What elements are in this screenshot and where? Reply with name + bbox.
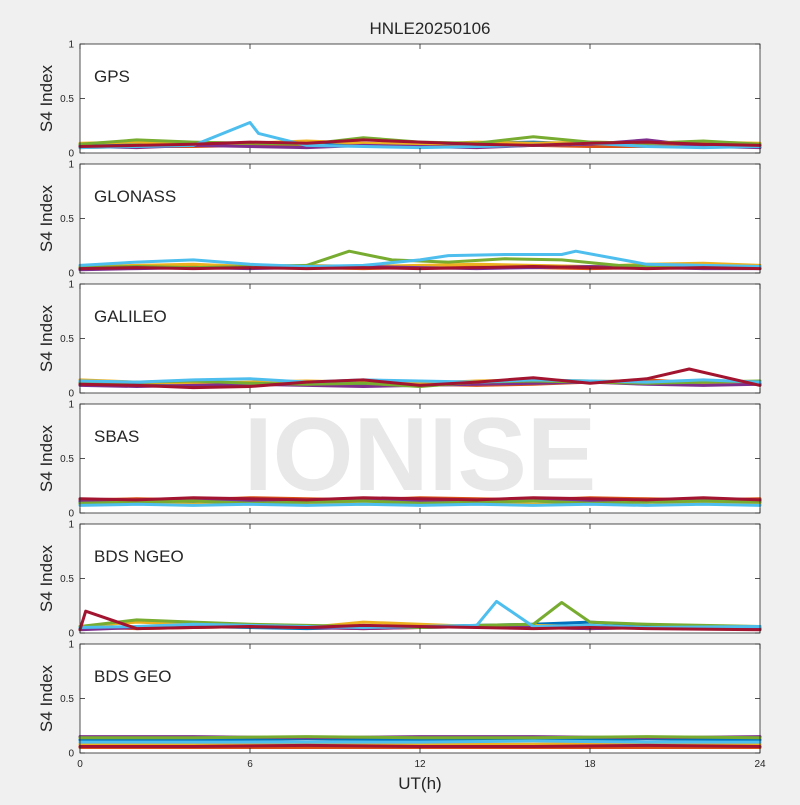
y-tick-label: 0 bbox=[68, 749, 74, 760]
series-line bbox=[78, 499, 762, 505]
panel-label: GPS bbox=[94, 67, 130, 86]
y-tick-label: 0.5 bbox=[60, 574, 74, 585]
panel-0: 0 0.5 1 GPS S4 Index bbox=[37, 40, 762, 160]
x-tick-label: 12 bbox=[414, 759, 426, 770]
panel-label: BDS GEO bbox=[94, 667, 171, 686]
panel-background bbox=[80, 284, 760, 393]
series-line bbox=[78, 496, 762, 502]
y-tick-label: 0.5 bbox=[60, 214, 74, 225]
panel-background bbox=[80, 524, 760, 633]
chart-title: HNLE20250106 bbox=[370, 19, 491, 38]
series-line bbox=[78, 609, 762, 632]
y-tick-label: 0.5 bbox=[60, 334, 74, 345]
y-tick-label: 0 bbox=[68, 269, 74, 280]
y-axis-label: S4 Index bbox=[37, 424, 56, 492]
y-tick-label: 1 bbox=[68, 280, 74, 291]
x-tick-label: 0 bbox=[77, 759, 83, 770]
panel-2: 0 0.5 1 GALILEO S4 Index bbox=[37, 280, 762, 400]
y-tick-label: 1 bbox=[68, 40, 74, 51]
y-axis-label: S4 Index bbox=[37, 304, 56, 372]
series-line bbox=[78, 502, 762, 507]
series-line bbox=[78, 121, 762, 150]
panel-label: GALILEO bbox=[94, 307, 167, 326]
y-tick-label: 1 bbox=[68, 160, 74, 171]
panel-background bbox=[80, 644, 760, 753]
panel-1: 0 0.5 1 GLONASS S4 Index bbox=[37, 160, 762, 280]
y-tick-label: 1 bbox=[68, 520, 74, 531]
panel-5: 0 0.5 1 0 6 12 18 24 BDS GEO S4 Index bbox=[37, 640, 766, 771]
y-tick-label: 0 bbox=[68, 389, 74, 400]
y-tick-label: 0 bbox=[68, 509, 74, 520]
series-line bbox=[78, 735, 762, 740]
panel-4: 0 0.5 1 BDS NGEO S4 Index bbox=[37, 520, 762, 640]
x-tick-label: 24 bbox=[754, 759, 766, 770]
y-axis-label: S4 Index bbox=[37, 184, 56, 252]
series-line bbox=[78, 367, 762, 390]
y-axis-label: S4 Index bbox=[37, 664, 56, 732]
watermark: IONISE bbox=[244, 397, 597, 513]
y-tick-label: 0 bbox=[68, 629, 74, 640]
y-tick-label: 0 bbox=[68, 149, 74, 160]
y-tick-label: 0.5 bbox=[60, 694, 74, 705]
panel-background bbox=[80, 164, 760, 273]
y-axis-label: S4 Index bbox=[37, 544, 56, 612]
series-line bbox=[78, 377, 762, 384]
panel-3: 0 0.5 1 SBAS S4 Index bbox=[37, 400, 762, 520]
panels: 0 0.5 1 GPS S4 Index 0 0.5 1 GLONASS S4 Index 0 0.5… bbox=[37, 40, 766, 771]
panel-background bbox=[80, 44, 760, 153]
x-tick-label: 18 bbox=[584, 759, 596, 770]
y-tick-label: 1 bbox=[68, 640, 74, 651]
x-axis-label: UT(h) bbox=[398, 774, 441, 793]
series-line bbox=[78, 249, 762, 268]
y-axis-label: S4 Index bbox=[37, 64, 56, 132]
series-line bbox=[78, 138, 762, 148]
y-tick-label: 0.5 bbox=[60, 94, 74, 105]
series-line bbox=[78, 743, 762, 748]
series-line bbox=[78, 739, 762, 744]
y-tick-label: 0.5 bbox=[60, 454, 74, 465]
y-tick-label: 1 bbox=[68, 400, 74, 411]
panel-label: GLONASS bbox=[94, 187, 176, 206]
x-tick-label: 6 bbox=[247, 759, 253, 770]
panel-background bbox=[80, 404, 760, 513]
panel-label: BDS NGEO bbox=[94, 547, 184, 566]
panel-label: SBAS bbox=[94, 427, 139, 446]
